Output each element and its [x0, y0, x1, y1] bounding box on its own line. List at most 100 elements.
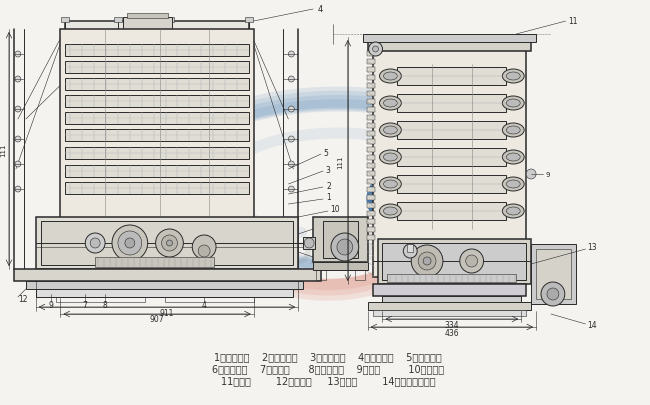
Circle shape: [198, 245, 210, 257]
Circle shape: [155, 230, 183, 257]
Ellipse shape: [384, 153, 397, 162]
Text: 436: 436: [445, 329, 459, 338]
Text: 11: 11: [567, 17, 577, 26]
Ellipse shape: [380, 124, 401, 138]
Bar: [14, 269, 321, 281]
Text: 1．传动主轴    2、小斜齿轮    3、大斜齿轮    4、上偏心轮    5、下偏心轮: 1．传动主轴 2、小斜齿轮 3、大斜齿轮 4、上偏心轮 5、下偏心轮: [214, 351, 442, 361]
Text: 111: 111: [337, 155, 343, 168]
Ellipse shape: [506, 100, 520, 108]
Ellipse shape: [384, 100, 397, 108]
Ellipse shape: [502, 70, 524, 84]
Bar: [367, 60, 374, 65]
Bar: [397, 149, 506, 166]
Bar: [367, 100, 374, 105]
Bar: [313, 262, 368, 270]
Circle shape: [289, 136, 294, 143]
Text: 4: 4: [318, 4, 323, 13]
Text: 111: 111: [0, 143, 6, 156]
Bar: [62, 18, 70, 23]
Circle shape: [289, 107, 294, 113]
Bar: [323, 222, 358, 258]
Circle shape: [15, 187, 21, 192]
Bar: [367, 179, 374, 185]
Circle shape: [337, 239, 353, 256]
Bar: [368, 38, 531, 52]
Circle shape: [289, 77, 294, 83]
Bar: [367, 188, 374, 192]
Bar: [531, 244, 576, 304]
Bar: [378, 239, 531, 284]
Bar: [367, 140, 374, 145]
Ellipse shape: [384, 181, 397, 189]
Bar: [123, 18, 172, 33]
Ellipse shape: [506, 153, 520, 162]
Bar: [382, 296, 521, 302]
Circle shape: [289, 187, 294, 192]
Circle shape: [411, 245, 443, 277]
Circle shape: [331, 233, 359, 261]
Bar: [367, 211, 374, 216]
Bar: [367, 124, 374, 129]
Bar: [367, 84, 374, 89]
Bar: [367, 52, 374, 57]
Ellipse shape: [506, 73, 520, 81]
Bar: [408, 244, 413, 252]
Bar: [367, 116, 374, 121]
Bar: [245, 18, 253, 23]
Circle shape: [418, 252, 436, 270]
Bar: [367, 132, 374, 136]
Bar: [372, 284, 526, 296]
Bar: [127, 14, 168, 19]
Circle shape: [118, 231, 142, 256]
Ellipse shape: [380, 70, 401, 84]
Bar: [397, 122, 506, 140]
Text: 911: 911: [159, 308, 174, 317]
Bar: [316, 270, 326, 280]
Circle shape: [547, 288, 559, 300]
Ellipse shape: [384, 207, 397, 215]
Bar: [397, 68, 506, 86]
Bar: [367, 203, 374, 209]
Ellipse shape: [380, 151, 401, 164]
Text: 5: 5: [323, 148, 328, 157]
Ellipse shape: [502, 124, 524, 138]
Ellipse shape: [502, 97, 524, 111]
Bar: [60, 30, 254, 220]
Bar: [363, 35, 536, 43]
Text: 334: 334: [445, 321, 459, 330]
Text: 1: 1: [326, 193, 331, 202]
Text: 3: 3: [325, 165, 330, 174]
Bar: [397, 95, 506, 113]
Text: DAHAN: DAHAN: [286, 240, 410, 269]
Circle shape: [372, 47, 378, 53]
Bar: [66, 166, 249, 177]
Circle shape: [289, 162, 294, 168]
Circle shape: [15, 52, 21, 58]
Circle shape: [289, 52, 294, 58]
Bar: [367, 235, 374, 241]
Bar: [66, 45, 249, 57]
Bar: [368, 302, 531, 310]
Bar: [313, 217, 368, 262]
Bar: [367, 172, 374, 177]
Bar: [36, 217, 298, 269]
Bar: [164, 297, 254, 302]
Bar: [367, 148, 374, 153]
Bar: [367, 164, 374, 168]
Bar: [114, 18, 122, 23]
Bar: [66, 79, 249, 91]
Text: 907: 907: [150, 315, 164, 324]
Bar: [387, 274, 516, 282]
Bar: [367, 196, 374, 200]
Ellipse shape: [384, 127, 397, 135]
Circle shape: [125, 239, 135, 248]
Ellipse shape: [506, 127, 520, 135]
Bar: [355, 270, 365, 280]
Bar: [367, 228, 374, 232]
Bar: [66, 96, 249, 108]
Circle shape: [90, 239, 100, 248]
Circle shape: [460, 249, 484, 273]
Text: 9: 9: [48, 300, 53, 309]
Bar: [66, 130, 249, 142]
Bar: [166, 18, 174, 23]
